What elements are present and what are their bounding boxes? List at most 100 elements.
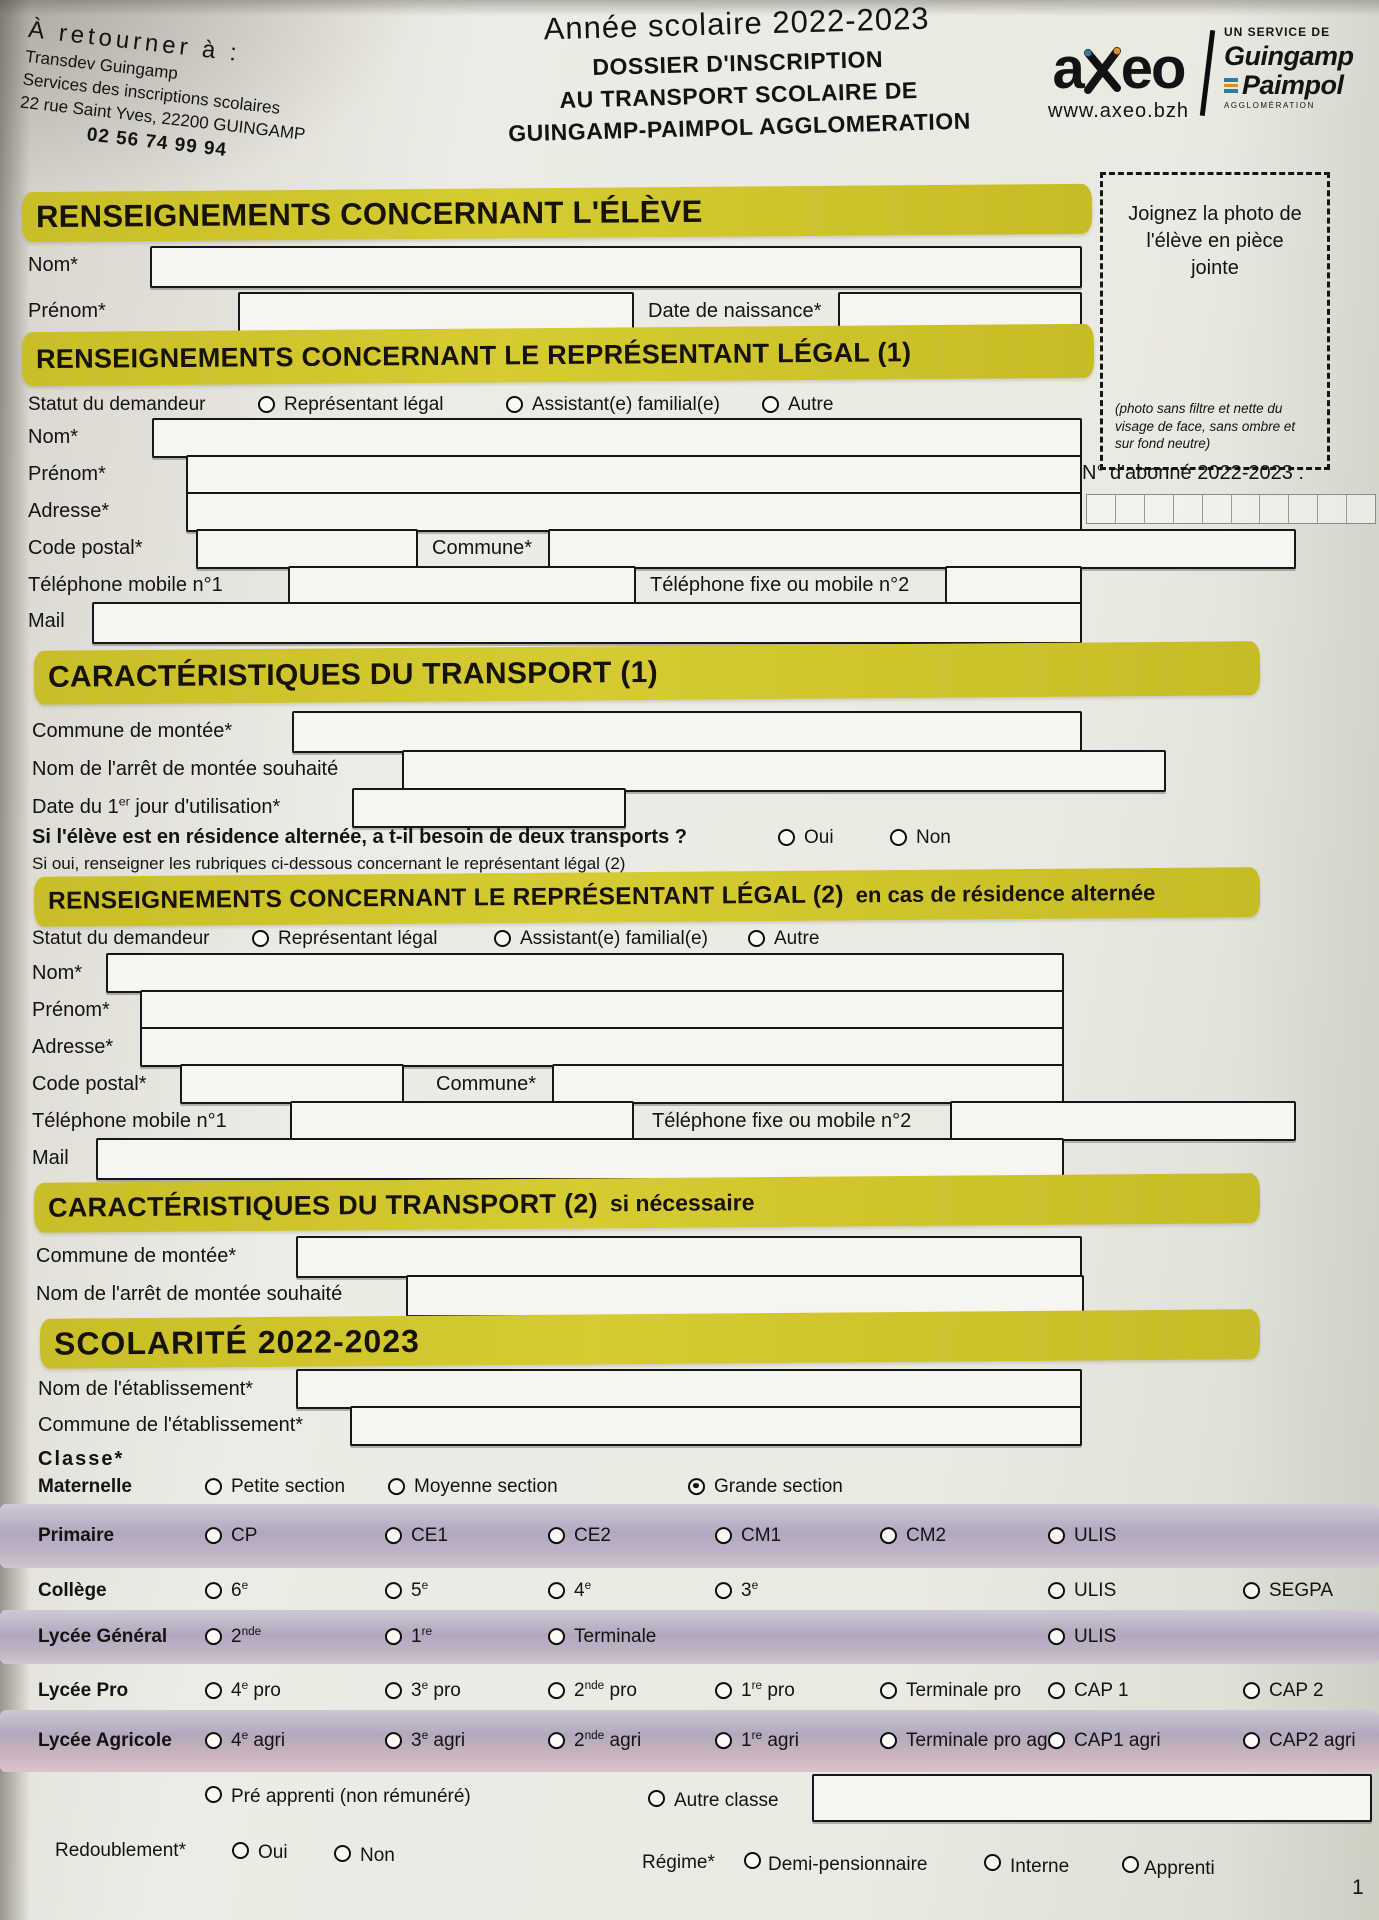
subscriber-number-cell[interactable] bbox=[1347, 495, 1375, 523]
subscriber-number-field[interactable] bbox=[1086, 494, 1376, 524]
radio-classe-cap2-agri[interactable] bbox=[1243, 1731, 1260, 1749]
subscriber-number-cell[interactable] bbox=[1116, 495, 1145, 523]
radio-classe-ulis[interactable] bbox=[1048, 1627, 1065, 1645]
input-legal2-prenom[interactable] bbox=[140, 990, 1064, 1030]
radio-legal2-assistant[interactable] bbox=[494, 930, 511, 947]
radio-classe-4[interactable] bbox=[548, 1581, 565, 1599]
radio-t1-non[interactable] bbox=[890, 829, 907, 846]
radio-classe-cap1-agri[interactable] bbox=[1048, 1731, 1065, 1749]
radio-autre-classe[interactable] bbox=[648, 1790, 665, 1807]
radio-redoublement-non[interactable] bbox=[334, 1845, 351, 1862]
input-legal1-nom[interactable] bbox=[152, 418, 1082, 458]
radio-legal1-assistant[interactable] bbox=[506, 396, 523, 413]
input-legal2-nom[interactable] bbox=[106, 953, 1064, 993]
logo-service-of-label: UN SERVICE DE bbox=[1223, 25, 1331, 39]
subscriber-number-cell[interactable] bbox=[1232, 495, 1261, 523]
input-legal1-tel1[interactable] bbox=[288, 566, 636, 606]
subscriber-number-cell[interactable] bbox=[1087, 495, 1116, 523]
subscriber-number-cell[interactable] bbox=[1318, 495, 1348, 523]
input-legal1-adresse[interactable] bbox=[186, 492, 1082, 532]
input-student-nom[interactable] bbox=[150, 246, 1082, 288]
radio-classe-cap-2[interactable] bbox=[1243, 1681, 1260, 1699]
radio-classe-moyenne-section[interactable] bbox=[388, 1477, 405, 1495]
radio-classe-terminale-pro-agri[interactable] bbox=[880, 1731, 897, 1749]
subscriber-number-cell[interactable] bbox=[1260, 495, 1290, 523]
input-legal2-adresse[interactable] bbox=[140, 1027, 1064, 1067]
radio-classe-ulis[interactable] bbox=[1048, 1581, 1065, 1599]
radio-classe-2-agri[interactable] bbox=[548, 1731, 565, 1749]
radio-legal2-autre[interactable] bbox=[748, 930, 765, 947]
class-option-label: CAP1 agri bbox=[1074, 1730, 1161, 1752]
input-commune-etablissement[interactable] bbox=[350, 1406, 1082, 1446]
t1-oui-label: Oui bbox=[804, 827, 834, 848]
input-legal1-code-postal[interactable] bbox=[196, 529, 418, 569]
radio-classe-cp[interactable] bbox=[205, 1526, 222, 1544]
subscriber-number-cell[interactable] bbox=[1145, 495, 1174, 523]
class-option: Petite section bbox=[205, 1476, 345, 1498]
section-title: RENSEIGNEMENTS CONCERNANT LE REPRÉSENTAN… bbox=[47, 881, 844, 915]
radio-classe-cm2[interactable] bbox=[880, 1526, 897, 1544]
radio-classe-3[interactable] bbox=[715, 1581, 732, 1599]
input-legal1-commune[interactable] bbox=[548, 529, 1296, 569]
class-option-label: CAP2 agri bbox=[1269, 1730, 1356, 1752]
student-nom-label: Nom* bbox=[28, 254, 79, 276]
radio-t1-oui[interactable] bbox=[778, 829, 795, 846]
radio-redoublement-oui[interactable] bbox=[232, 1842, 249, 1859]
radio-classe-4-pro[interactable] bbox=[205, 1681, 222, 1699]
radio-classe-ulis[interactable] bbox=[1048, 1526, 1065, 1544]
axeo-letters-eo: eo bbox=[1120, 36, 1187, 101]
section-title-suffix: si nécessaire bbox=[609, 1188, 755, 1216]
class-option-label: 3e agri bbox=[411, 1728, 466, 1752]
radio-legal1-autre[interactable] bbox=[762, 396, 779, 413]
radio-classe-cap-1[interactable] bbox=[1048, 1681, 1065, 1699]
input-legal2-commune[interactable] bbox=[552, 1064, 1064, 1104]
radio-classe-ce2[interactable] bbox=[548, 1526, 565, 1544]
radio-classe-4-agri[interactable] bbox=[205, 1731, 222, 1749]
radio-classe-petite-section[interactable] bbox=[205, 1477, 222, 1495]
radio-regime-apprenti[interactable] bbox=[1122, 1856, 1139, 1873]
radio-classe-3-agri[interactable] bbox=[385, 1731, 402, 1749]
radio-legal2-representant[interactable] bbox=[252, 930, 269, 947]
radio-regime-demi-pensionnaire[interactable] bbox=[744, 1852, 761, 1869]
legal1-statut-label: Statut du demandeur bbox=[28, 394, 206, 415]
section-scolarite-header: SCOLARITÉ 2022-2023 bbox=[39, 1309, 1261, 1369]
input-t1-arret[interactable] bbox=[402, 750, 1166, 792]
subscriber-number-cell[interactable] bbox=[1289, 495, 1319, 523]
radio-classe-1-agri[interactable] bbox=[715, 1731, 732, 1749]
t1-date-label: Date du 1er jour d'utilisation* bbox=[32, 794, 281, 818]
radio-classe-2-pro[interactable] bbox=[548, 1681, 565, 1699]
radio-classe-2[interactable] bbox=[205, 1627, 222, 1645]
input-autre-classe[interactable] bbox=[812, 1774, 1372, 1822]
radio-classe-3-pro[interactable] bbox=[385, 1681, 402, 1699]
radio-classe-1[interactable] bbox=[385, 1627, 402, 1645]
input-legal1-prenom[interactable] bbox=[186, 455, 1082, 495]
input-legal2-tel1[interactable] bbox=[290, 1101, 634, 1141]
input-t2-commune-montee[interactable] bbox=[296, 1236, 1082, 1278]
input-legal1-tel2[interactable] bbox=[945, 566, 1082, 606]
radio-classe-segpa[interactable] bbox=[1243, 1581, 1260, 1599]
subscriber-number-cell[interactable] bbox=[1203, 495, 1232, 523]
radio-pre-apprenti[interactable] bbox=[205, 1786, 222, 1803]
input-legal2-mail[interactable] bbox=[96, 1138, 1064, 1180]
class-option-label: 1re agri bbox=[741, 1728, 800, 1752]
return-address-block: À retourner à : Transdev Guingamp Servic… bbox=[16, 16, 447, 186]
input-legal1-mail[interactable] bbox=[92, 602, 1082, 644]
radio-classe-cm1[interactable] bbox=[715, 1526, 732, 1544]
radio-classe-grande-section[interactable] bbox=[688, 1477, 705, 1495]
radio-classe-1-pro[interactable] bbox=[715, 1681, 732, 1699]
input-legal2-code-postal[interactable] bbox=[180, 1064, 404, 1104]
subscriber-number-cell[interactable] bbox=[1174, 495, 1203, 523]
input-legal2-tel2[interactable] bbox=[950, 1101, 1296, 1141]
radio-classe-terminale-pro[interactable] bbox=[880, 1681, 897, 1699]
radio-classe-terminale[interactable] bbox=[548, 1627, 565, 1645]
class-option: 4e agri bbox=[205, 1729, 285, 1752]
radio-classe-5[interactable] bbox=[385, 1581, 402, 1599]
radio-legal1-representant[interactable] bbox=[258, 396, 275, 413]
class-row-college: Collège 6e 5e 4e 3e ULIS SEGPA bbox=[0, 1570, 1379, 1612]
input-etablissement[interactable] bbox=[296, 1369, 1082, 1409]
radio-classe-6[interactable] bbox=[205, 1581, 222, 1599]
radio-classe-ce1[interactable] bbox=[385, 1526, 402, 1544]
input-t1-commune-montee[interactable] bbox=[292, 711, 1082, 753]
input-t1-date[interactable] bbox=[352, 788, 626, 828]
radio-regime-interne[interactable] bbox=[984, 1854, 1001, 1871]
